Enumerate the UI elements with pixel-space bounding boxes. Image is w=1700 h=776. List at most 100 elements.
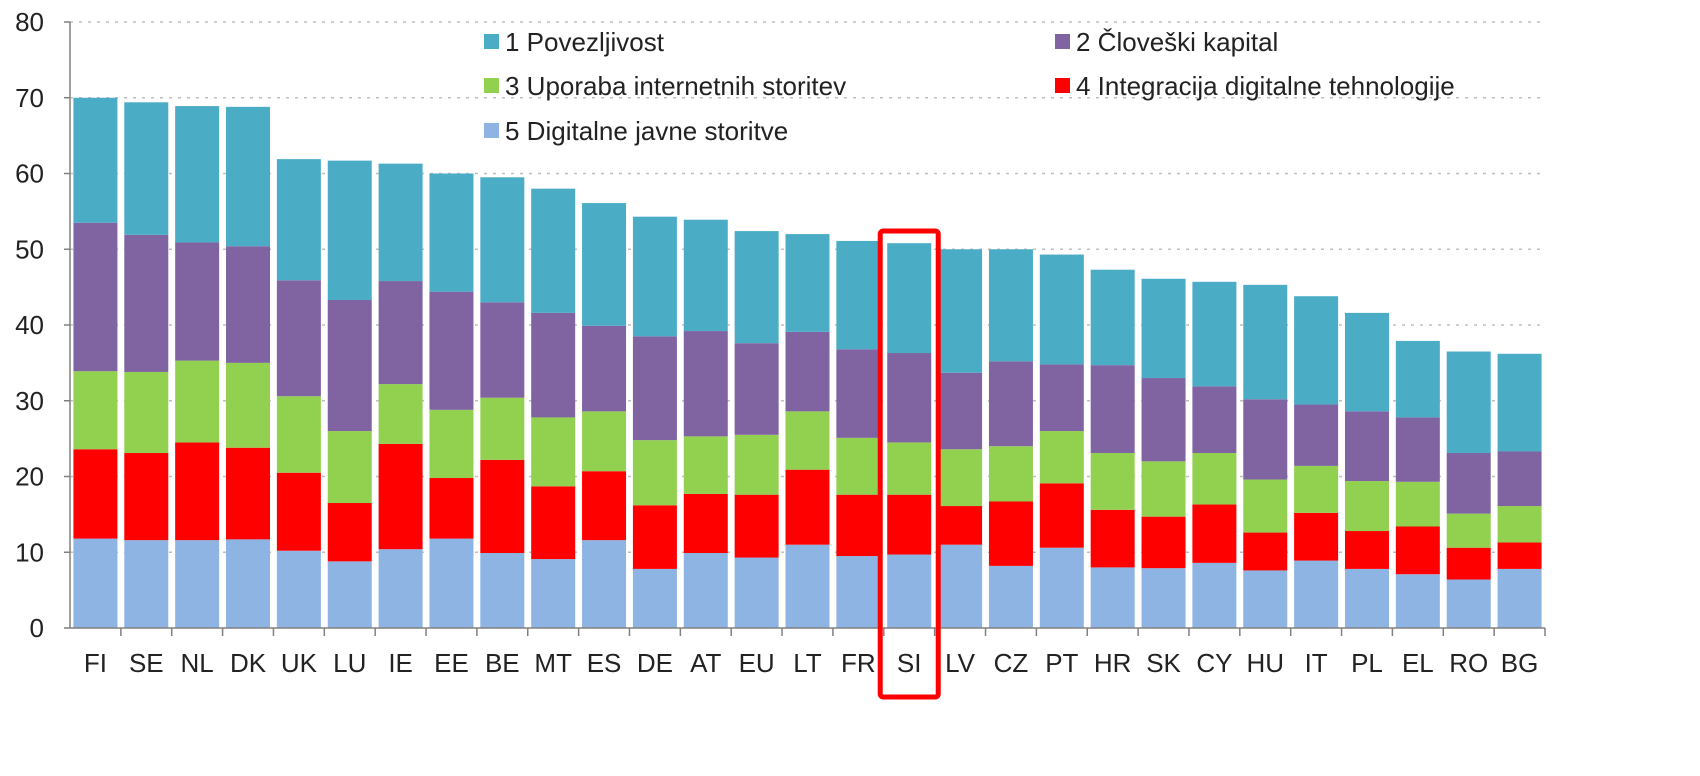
- bar-segment: [1344, 568, 1389, 628]
- bar-segment: [1497, 506, 1542, 543]
- bar-stack-uk: [276, 159, 321, 628]
- bar-segment: [1039, 364, 1084, 432]
- x-tick-label: LT: [793, 648, 822, 678]
- bar-segment: [582, 325, 627, 412]
- bar-segment: [124, 540, 169, 628]
- bar-stack-at: [683, 219, 728, 628]
- bar-segment: [531, 417, 576, 487]
- legend-swatch: [484, 123, 499, 138]
- bar-stack-ie: [378, 163, 423, 628]
- bar-segment: [1192, 453, 1237, 505]
- bar-stack-hu: [1243, 284, 1288, 628]
- legend-item: 3 Uporaba internetnih storitev: [484, 71, 846, 101]
- bar-segment: [1497, 542, 1542, 569]
- bar-segment: [73, 222, 118, 372]
- bar-segment: [226, 362, 271, 448]
- bar-segment: [988, 565, 1033, 628]
- bar-segment: [1090, 365, 1135, 454]
- x-tick-label: ES: [587, 648, 622, 678]
- bar-segment: [887, 243, 932, 354]
- bar-stack-se: [124, 102, 169, 628]
- bar-segment: [276, 396, 321, 473]
- bar-segment: [378, 443, 423, 550]
- x-tick-label: PT: [1045, 648, 1078, 678]
- bar-stack-es: [582, 203, 627, 628]
- highlight-layer: [877, 228, 941, 700]
- x-tick-label: MT: [534, 648, 572, 678]
- bar-stack-ro: [1446, 351, 1491, 628]
- x-tick-label: CZ: [994, 648, 1029, 678]
- x-tick-label: LV: [945, 648, 976, 678]
- bar-stack-ee: [429, 173, 474, 628]
- bar-segment: [429, 409, 474, 479]
- bar-segment: [73, 538, 118, 628]
- bar-segment: [175, 442, 220, 541]
- x-tick-label: DE: [637, 648, 673, 678]
- bar-segment: [1141, 516, 1186, 569]
- bar-segment: [1192, 504, 1237, 563]
- bar-segment: [73, 371, 118, 450]
- legend-item: 4 Integracija digitalne tehnologije: [1055, 71, 1455, 101]
- bar-segment: [124, 102, 169, 235]
- bar-segment: [327, 561, 372, 628]
- x-tick-label: SE: [129, 648, 164, 678]
- bar-segment: [480, 459, 525, 554]
- bar-segment: [226, 106, 271, 247]
- bar-segment: [582, 471, 627, 541]
- bar-segment: [124, 453, 169, 541]
- bar-segment: [836, 556, 881, 628]
- bar-segment: [1141, 461, 1186, 517]
- bar-segment: [1395, 481, 1440, 527]
- x-tick-label: EE: [434, 648, 469, 678]
- x-tick-label: BE: [485, 648, 520, 678]
- bar-segment: [1039, 431, 1084, 484]
- bar-segment: [988, 501, 1033, 566]
- bar-segment: [1446, 351, 1491, 454]
- bar-segment: [1141, 378, 1186, 462]
- bar-segment: [632, 505, 677, 569]
- bar-segment: [988, 249, 1033, 362]
- bar-stack-sk: [1141, 278, 1186, 628]
- bar-segment: [480, 397, 525, 460]
- bar-stack-bg: [1497, 353, 1542, 628]
- bar-segment: [683, 493, 728, 554]
- x-tick-label: AT: [690, 648, 721, 678]
- bar-segment: [938, 372, 983, 450]
- x-tick-label: BG: [1501, 648, 1539, 678]
- bar-segment: [1344, 312, 1389, 412]
- bar-segment: [531, 312, 576, 418]
- bar-segment: [1141, 568, 1186, 628]
- x-tick-label: HU: [1246, 648, 1284, 678]
- bar-segment: [429, 173, 474, 292]
- x-tick-label: EU: [739, 648, 775, 678]
- bar-segment: [683, 219, 728, 332]
- bar-stack-fi: [73, 97, 118, 628]
- bar-segment: [785, 469, 830, 545]
- y-tick-label: 70: [15, 83, 44, 113]
- bar-stack-it: [1294, 296, 1339, 628]
- x-axis-tick-labels: FI SE NL DK UK LU IE EE BE MT ES DE AT EU LT FR SI LV CZ PT…: [84, 648, 1538, 678]
- x-tick-label: CY: [1196, 648, 1232, 678]
- y-tick-label: 40: [15, 310, 44, 340]
- bar-segment: [175, 242, 220, 361]
- x-tick-label: SI: [897, 648, 922, 678]
- bar-segment: [378, 163, 423, 282]
- bar-segment: [1294, 512, 1339, 561]
- bar-segment: [1344, 481, 1389, 532]
- bar-segment: [1192, 386, 1237, 454]
- bar-segment: [887, 353, 932, 443]
- bar-segment: [836, 240, 881, 350]
- x-tick-label: FR: [841, 648, 876, 678]
- bar-segment: [1090, 509, 1135, 568]
- legend-label: 1 Povezljivost: [505, 27, 665, 57]
- bar-segment: [582, 411, 627, 472]
- bar-segment: [1294, 296, 1339, 405]
- x-tick-label: EL: [1402, 648, 1434, 678]
- bar-segment: [73, 449, 118, 539]
- bar-segment: [1395, 417, 1440, 482]
- bar-segment: [734, 557, 779, 628]
- bar-segment: [887, 494, 932, 555]
- bar-segment: [734, 231, 779, 344]
- legend: 1 Povezljivost 2 Človeški kapital 3 Uporab…: [484, 27, 1455, 146]
- bar-segment: [734, 494, 779, 558]
